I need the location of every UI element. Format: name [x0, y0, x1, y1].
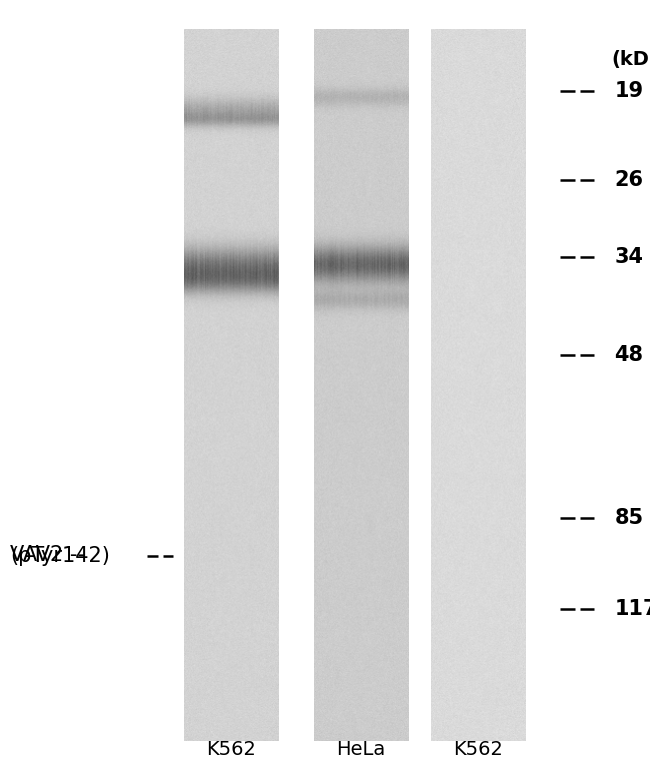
- Text: 26: 26: [614, 170, 644, 190]
- Text: 117: 117: [614, 599, 650, 619]
- Text: VAV2 --: VAV2 --: [10, 545, 84, 565]
- Text: 85: 85: [614, 508, 644, 528]
- Text: K562: K562: [206, 740, 255, 759]
- Text: 48: 48: [614, 345, 644, 365]
- Text: 19: 19: [614, 81, 644, 101]
- Text: 34: 34: [614, 247, 644, 267]
- Text: HeLa: HeLa: [336, 740, 385, 759]
- Text: K562: K562: [453, 740, 502, 759]
- Text: (kD): (kD): [611, 50, 650, 69]
- Text: (pTyr142): (pTyr142): [10, 546, 110, 566]
